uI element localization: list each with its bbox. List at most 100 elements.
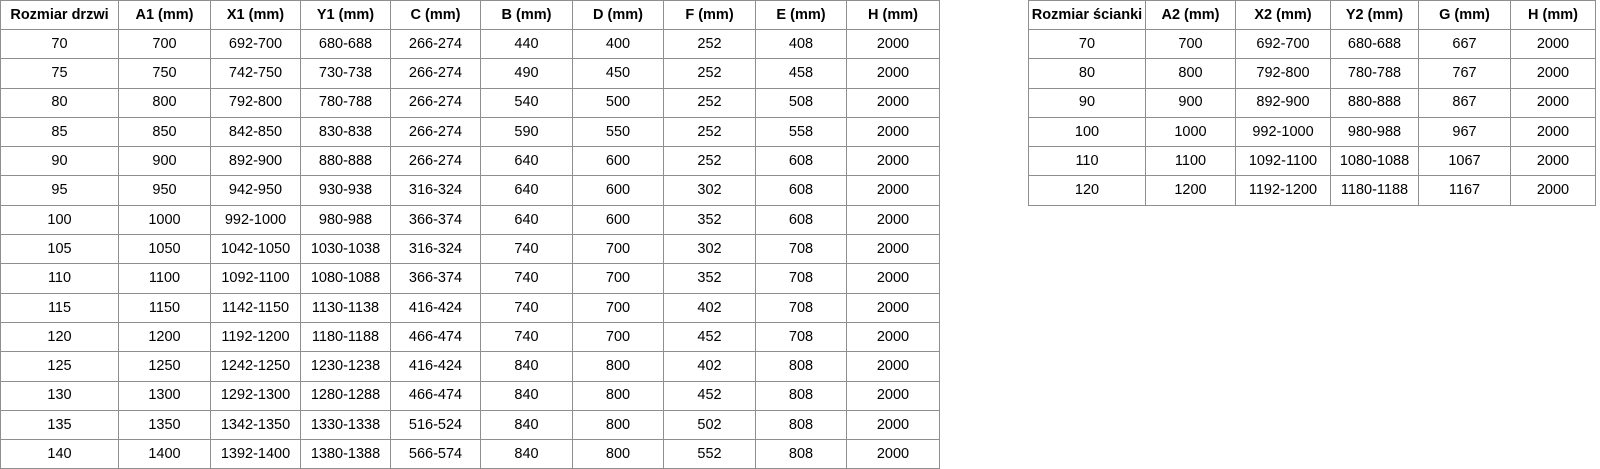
- table-cell: 608: [755, 204, 847, 236]
- table-cell: 2000: [1510, 28, 1596, 60]
- table-row: 100 1000 992-1000 980-988 366-374 640 600 352 60…: [0, 204, 940, 236]
- table-cell: 1100: [118, 263, 211, 294]
- table-row: 125 1250 1242-1250 1230-1238 416-424 840 800 40…: [0, 351, 940, 382]
- table-cell: 366-374: [390, 263, 481, 294]
- table-cell: 1280-1288: [300, 380, 391, 411]
- table-cell: 750: [118, 58, 211, 89]
- table-row: 130 1300 1292-1300 1280-1288 466-474 840 800 45…: [0, 380, 940, 411]
- table-cell: 130: [0, 380, 119, 411]
- table-cell: 590: [480, 116, 573, 148]
- table-cell: 1130-1138: [300, 292, 391, 323]
- table-cell: 800: [118, 87, 211, 118]
- table-cell: 252: [663, 28, 756, 60]
- column-header-g: G (mm): [1418, 0, 1511, 30]
- table-cell: 2000: [846, 263, 940, 294]
- column-header-x1: X1 (mm): [210, 0, 301, 30]
- table-cell: 1142-1150: [210, 292, 301, 323]
- table-cell: 840: [480, 380, 573, 411]
- table-cell: 2000: [846, 321, 940, 353]
- table-cell: 452: [663, 321, 756, 353]
- table-cell: 808: [755, 351, 847, 382]
- table-cell: 850: [118, 116, 211, 148]
- table-cell: 730-738: [300, 58, 391, 89]
- table-cell: 252: [663, 87, 756, 118]
- table-cell: 302: [663, 234, 756, 265]
- table-cell: 1000: [118, 204, 211, 236]
- table-cell: 980-988: [300, 204, 391, 236]
- table-cell: 1150: [118, 292, 211, 323]
- table-cell: 992-1000: [1235, 116, 1331, 148]
- table-cell: 90: [0, 146, 119, 177]
- table-cell: 1050: [118, 234, 211, 265]
- table-cell: 95: [0, 175, 119, 206]
- table-cell: 416-424: [390, 351, 481, 382]
- table-cell: 2000: [846, 292, 940, 323]
- table-cell: 708: [755, 234, 847, 265]
- table-cell: 880-888: [1330, 87, 1419, 118]
- table-cell: 1342-1350: [210, 409, 301, 441]
- table-cell: 700: [118, 28, 211, 60]
- table-cell: 458: [755, 58, 847, 89]
- table-cell: 892-900: [1235, 87, 1331, 118]
- table-row: 120 1200 1192-1200 1180-1188 1167 2000: [1028, 175, 1596, 206]
- column-header-e: E (mm): [755, 0, 847, 30]
- table-cell: 980-988: [1330, 116, 1419, 148]
- table-cell: 2000: [846, 439, 940, 469]
- table-cell: 408: [755, 28, 847, 60]
- table-cell: 120: [0, 321, 119, 353]
- table-cell: 2000: [1510, 58, 1596, 89]
- table-cell: 1380-1388: [300, 439, 391, 469]
- table-cell: 2000: [846, 175, 940, 206]
- table-cell: 1042-1050: [210, 234, 301, 265]
- table-cell: 1000: [1145, 116, 1236, 148]
- table-cell: 466-474: [390, 321, 481, 353]
- table-cell: 85: [0, 116, 119, 148]
- table-row: 80 800 792-800 780-788 767 2000: [1028, 58, 1596, 89]
- table-cell: 70: [0, 28, 119, 60]
- table-cell: 967: [1418, 116, 1511, 148]
- table-cell: 700: [572, 292, 664, 323]
- table-cell: 800: [572, 380, 664, 411]
- table-cell: 1180-1188: [300, 321, 391, 353]
- column-header-c: C (mm): [390, 0, 481, 30]
- door-table-header: Rozmiar drzwi A1 (mm) X1 (mm) Y1 (mm) C …: [0, 0, 940, 30]
- table-cell: 780-788: [1330, 58, 1419, 89]
- table-cell: 1067: [1418, 146, 1511, 177]
- table-cell: 508: [755, 87, 847, 118]
- table-cell: 125: [0, 351, 119, 382]
- table-cell: 70: [1028, 28, 1146, 60]
- table-cell: 1230-1238: [300, 351, 391, 382]
- table-cell: 110: [0, 263, 119, 294]
- table-cell: 1080-1088: [300, 263, 391, 294]
- table-cell: 266-274: [390, 87, 481, 118]
- column-header-a2: A2 (mm): [1145, 0, 1236, 30]
- table-cell: 700: [572, 321, 664, 353]
- door-size-table: Rozmiar drzwi A1 (mm) X1 (mm) Y1 (mm) C …: [0, 0, 940, 469]
- table-row: 135 1350 1342-1350 1330-1338 516-524 840 800 50…: [0, 409, 940, 441]
- table-cell: 500: [572, 87, 664, 118]
- table-row: 120 1200 1192-1200 1180-1188 466-474 740 700 45…: [0, 321, 940, 353]
- table-cell: 692-700: [1235, 28, 1331, 60]
- table-cell: 450: [572, 58, 664, 89]
- table-row: 110 1100 1092-1100 1080-1088 1067 2000: [1028, 146, 1596, 177]
- table-cell: 352: [663, 263, 756, 294]
- table-cell: 740: [480, 321, 573, 353]
- table-cell: 808: [755, 439, 847, 469]
- table-cell: 502: [663, 409, 756, 441]
- table-cell: 80: [0, 87, 119, 118]
- table-cell: 2000: [846, 87, 940, 118]
- table-cell: 416-424: [390, 292, 481, 323]
- column-header-rozmiar-drzwi: Rozmiar drzwi: [0, 0, 119, 30]
- table-cell: 252: [663, 116, 756, 148]
- table-cell: 840: [480, 409, 573, 441]
- table-cell: 867: [1418, 87, 1511, 118]
- table-cell: 516-524: [390, 409, 481, 441]
- table-cell: 466-474: [390, 380, 481, 411]
- table-cell: 840: [480, 351, 573, 382]
- table-cell: 742-750: [210, 58, 301, 89]
- table-cell: 740: [480, 263, 573, 294]
- table-cell: 700: [1145, 28, 1236, 60]
- table-cell: 700: [572, 234, 664, 265]
- table-cell: 600: [572, 146, 664, 177]
